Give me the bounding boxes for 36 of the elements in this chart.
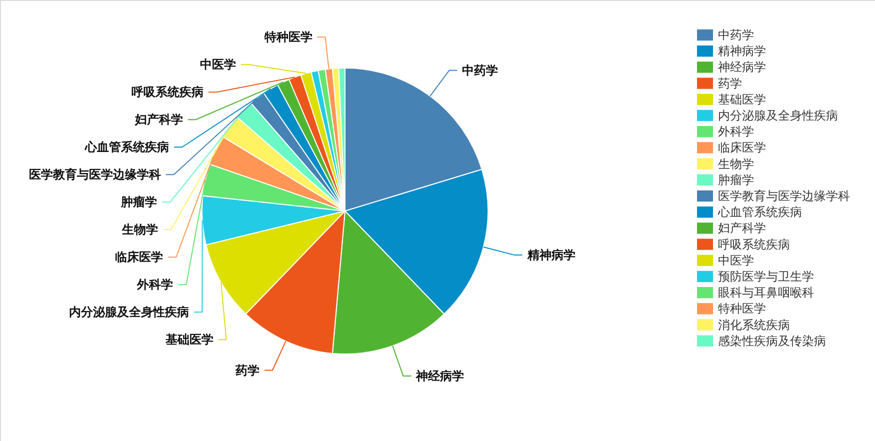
data-label: 呼吸系统疾病	[132, 85, 204, 100]
legend-label: 消化系统疾病	[718, 318, 790, 332]
data-label: 特种医学	[263, 30, 312, 44]
legend-label: 临床医学	[718, 140, 766, 155]
legend-label: 呼吸系统疾病	[718, 237, 790, 252]
legend-label: 医学教育与医学边缘学科	[718, 189, 850, 203]
legend-label: 药学	[718, 76, 742, 90]
legend-label: 中药学	[718, 28, 754, 42]
legend-label: 中医学	[718, 253, 754, 268]
legend-label: 妇产科学	[718, 221, 766, 236]
legend-label: 肿瘤学	[718, 172, 754, 187]
data-label: 医学教育与医学边缘学科	[28, 168, 161, 182]
data-label: 生物学	[120, 222, 158, 237]
legend-label: 生物学	[718, 156, 754, 171]
legend-label: 外科学	[718, 124, 754, 139]
data-label: 肿瘤学	[120, 195, 158, 210]
data-label: 药学	[234, 363, 260, 378]
legend-label: 基础医学	[718, 92, 766, 106]
legend-label: 感染性疾病及传染病	[718, 334, 826, 348]
data-label: 中医学	[200, 58, 236, 72]
data-label: 内分泌腺及全身性疾病	[69, 305, 190, 320]
legend-label: 心血管系统疾病	[717, 205, 802, 220]
data-label: 临床医学	[115, 250, 164, 264]
data-label: 外科学	[136, 278, 174, 292]
legend-label: 眼科与耳鼻咽喉科	[718, 286, 814, 300]
data-label: 心血管系统疾病	[84, 140, 170, 154]
data-label: 基础医学	[164, 332, 214, 347]
legend-label: 精神病学	[718, 44, 766, 58]
legend-label: 特种医学	[718, 302, 766, 316]
data-label: 精神病学	[526, 248, 576, 262]
legend-label: 内分泌腺及全身性疾病	[718, 108, 838, 122]
legend-label: 预防医学与卫生学	[718, 270, 814, 284]
data-label: 神经病学	[415, 369, 464, 384]
data-label: 中药学	[462, 63, 498, 78]
legend-label: 神经病学	[718, 60, 766, 74]
data-label: 妇产科学	[134, 112, 183, 127]
